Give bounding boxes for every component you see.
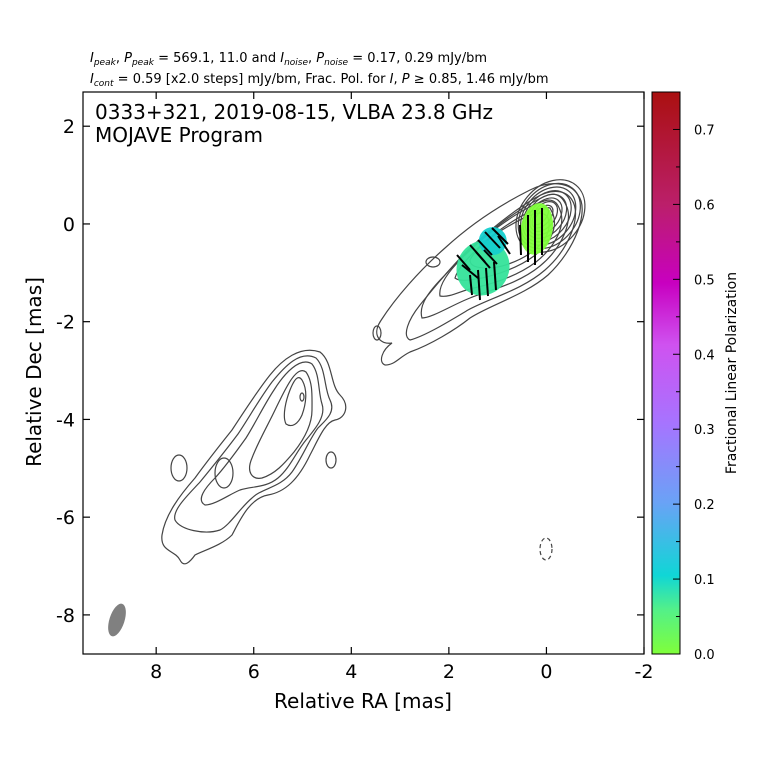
y-tick-label-4: -6 bbox=[56, 507, 75, 529]
y-tick-label-5: -8 bbox=[56, 605, 75, 627]
cb-tick-label-3: 0.4 bbox=[694, 348, 715, 363]
beam-ellipse bbox=[108, 603, 126, 637]
cb-tick-label-1: 0.6 bbox=[694, 198, 715, 213]
jet-contour-5 bbox=[454, 206, 555, 281]
cb-tick-label-7: 0.0 bbox=[694, 648, 715, 663]
jet-blob-2 bbox=[425, 256, 441, 268]
jet-contour-outer bbox=[376, 183, 583, 366]
y-axis-label: Relative Dec [mas] bbox=[22, 277, 46, 467]
x-tick-label-1: 6 bbox=[248, 661, 260, 683]
y-tick-label-2: -2 bbox=[56, 312, 75, 334]
jet-contour-3 bbox=[420, 193, 570, 319]
se-contour-outer bbox=[161, 349, 347, 565]
y-tick-label-3: -4 bbox=[56, 409, 75, 431]
negative-contour bbox=[539, 537, 553, 561]
header-line-1: Ipeak, Ppeak = 569.1, 11.0 and Inoise, P… bbox=[90, 51, 487, 68]
jet-contour-2 bbox=[405, 190, 577, 341]
x-axis: 8 6 4 2 0 -2 bbox=[150, 92, 653, 683]
x-tick-label-4: 0 bbox=[540, 661, 552, 683]
cb-tick-label-0: 0.7 bbox=[694, 123, 715, 138]
colorbar bbox=[651, 91, 681, 655]
x-tick-label-0: 8 bbox=[150, 661, 162, 683]
se-contour-3 bbox=[200, 361, 324, 506]
chart-subtitle: MOJAVE Program bbox=[95, 123, 263, 147]
colorbar-ticks: 0.7 0.6 0.5 0.4 0.3 0.2 0.1 0.0 bbox=[673, 91, 715, 663]
se-contour-4 bbox=[249, 369, 313, 479]
jet-blob-1 bbox=[372, 325, 382, 341]
cb-tick-label-5: 0.2 bbox=[694, 498, 715, 513]
chart-title: 0333+321, 2019-08-15, VLBA 23.8 GHz bbox=[95, 100, 493, 124]
x-tick-label-3: 2 bbox=[443, 661, 455, 683]
se-contour-2 bbox=[174, 355, 333, 533]
colorbar-label: Fractional Linear Polarization bbox=[724, 272, 740, 474]
cb-tick-label-4: 0.3 bbox=[694, 423, 715, 438]
se-contour-5 bbox=[283, 377, 307, 427]
cb-tick-label-6: 0.1 bbox=[694, 573, 715, 588]
y-tick-label-1: 0 bbox=[63, 214, 75, 236]
x-tick-label-5: -2 bbox=[635, 661, 654, 683]
plot-area bbox=[82, 91, 645, 655]
evpa-vectors bbox=[456, 208, 543, 301]
header-line-2: Icont = 0.59 [x2.0 steps] mJy/bm, Frac. … bbox=[90, 72, 549, 89]
se-blob-3 bbox=[325, 451, 337, 469]
y-tick-label-0: 2 bbox=[63, 116, 75, 138]
se-blob-peak bbox=[299, 392, 305, 402]
x-tick-label-2: 4 bbox=[345, 661, 357, 683]
x-axis-label: Relative RA [mas] bbox=[274, 689, 452, 713]
cb-tick-label-2: 0.5 bbox=[694, 273, 715, 288]
contour-map bbox=[108, 179, 586, 637]
se-blob-2 bbox=[214, 457, 234, 489]
se-blob-1 bbox=[170, 454, 188, 482]
y-axis: 2 0 -2 -4 -6 -8 bbox=[56, 116, 644, 627]
